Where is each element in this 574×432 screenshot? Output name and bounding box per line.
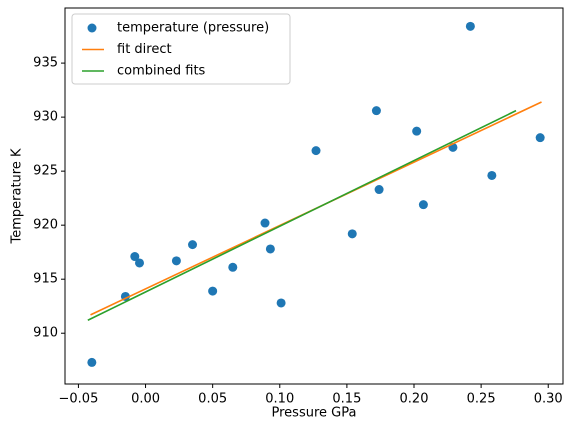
x-tick-label: 0.20 (400, 392, 429, 407)
scatter-point (130, 252, 140, 262)
scatter-point (487, 170, 497, 180)
x-tick-label: 0.15 (332, 392, 361, 407)
scatter-point (134, 258, 144, 268)
y-tick-label: 925 (33, 164, 58, 179)
x-tick-label: 0.10 (265, 392, 294, 407)
scatter-point (228, 262, 238, 272)
scatter-point (188, 240, 198, 250)
y-tick-label: 930 (33, 110, 58, 125)
scatter-point (87, 357, 97, 367)
scatter-point (418, 200, 428, 210)
y-tick-label: 920 (33, 218, 58, 233)
x-tick-label: −0.05 (59, 392, 99, 407)
y-tick-label: 915 (33, 272, 58, 287)
y-tick-label: 935 (33, 56, 58, 71)
y-axis-label: Temperature K (10, 148, 25, 244)
scatter-point (371, 106, 381, 116)
scatter-point (412, 126, 422, 136)
y-tick-label: 910 (33, 326, 58, 341)
legend-label: combined fits (117, 64, 206, 79)
legend-label: temperature (pressure) (117, 21, 269, 36)
scatter-point (171, 256, 181, 266)
fit-line (87, 109, 517, 321)
scatter-point (265, 244, 275, 254)
scatter-point (535, 133, 545, 143)
scatter-point (311, 146, 321, 156)
x-tick-label: 0.30 (534, 392, 563, 407)
x-axis-label: Pressure GPa (272, 406, 357, 421)
legend-marker (87, 23, 97, 33)
scatter-point (374, 185, 384, 195)
scatter-point (276, 298, 286, 308)
scatter-point (208, 286, 218, 296)
x-tick-label: 0.05 (198, 392, 227, 407)
legend-label: fit direct (117, 42, 172, 57)
scatter-point (347, 229, 357, 239)
scatter-point (465, 21, 475, 31)
x-tick-label: 0.25 (467, 392, 496, 407)
plot-frame (64, 7, 564, 385)
legend-box (71, 13, 291, 85)
scatter-point (260, 218, 270, 228)
x-tick-label: 0.00 (131, 392, 160, 407)
